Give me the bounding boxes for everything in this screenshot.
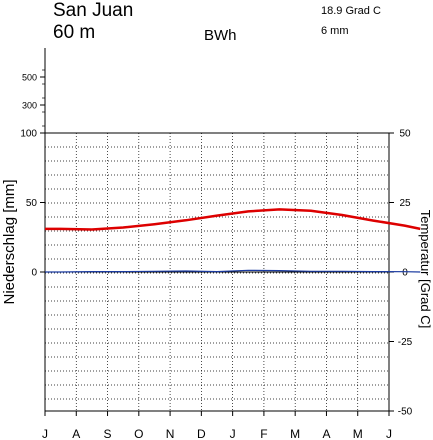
temperature-line [45,208,421,231]
annual-precipitation: 6 mm [321,25,349,37]
month-label: J [386,427,392,440]
temp-tick-label: 50 [399,129,411,140]
month-label: A [72,427,80,440]
station-name: San Juan [53,0,134,21]
precip-tick-label: 100 [20,129,37,140]
precip-tick-label: 50 [26,198,38,209]
month-label: M [353,427,363,440]
month-label: O [134,427,143,440]
month-label: F [260,427,267,440]
month-label: J [42,427,48,440]
y-axis-title: Niederschlag [mm] [1,179,18,304]
temp-tick-label: 0 [402,268,408,279]
station-elevation: 60 m [53,22,96,43]
precip-tick-label: 500 [22,73,37,83]
annual-temperature: 18.9 Grad C [321,5,381,17]
temp-tick-label: -50 [398,407,413,418]
month-label: M [290,427,300,440]
precip-tick-label: 300 [22,101,37,111]
precipitation-line [45,269,421,273]
climate-classification: BWh [204,27,237,44]
month-label: N [166,427,175,440]
month-label: A [322,427,330,440]
month-label: J [230,427,236,440]
precip-tick-label: 0 [31,268,37,279]
temp-tick-label: 25 [399,198,411,209]
month-label: D [197,427,206,440]
temp-tick-label: -25 [398,337,413,348]
y2-axis-title: Temperatur [Grad C] [418,210,433,329]
month-label: S [104,427,112,440]
